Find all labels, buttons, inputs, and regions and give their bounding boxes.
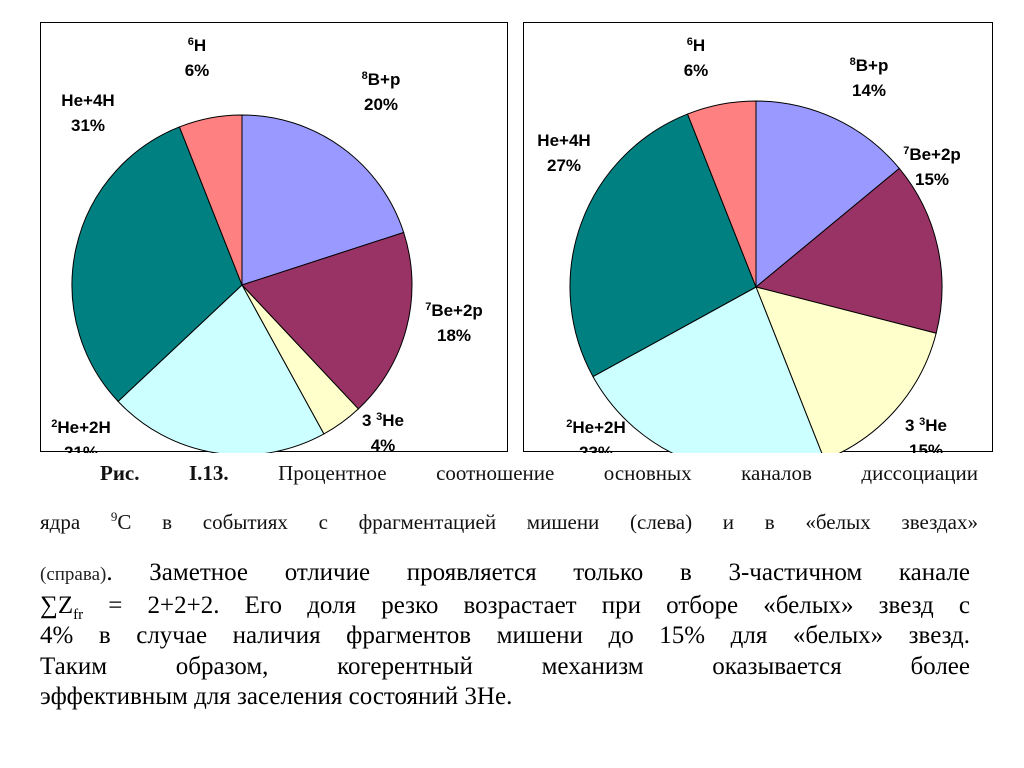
figure-label: Рис. I.13. (100, 461, 229, 485)
pie-left-slice-6h (178, 114, 243, 286)
pie-chart-right-svg: 8B+p 14% 7Be+2p 15% 3 3He 15% 2He+2H 23% He+4H 27… (537, 36, 961, 453)
pie-left-label-6h: 6H 6% (185, 36, 210, 80)
body-line-2: ∑Zfr = 2+2+2. Его доля резко возрастает … (40, 591, 971, 623)
body-line-3: 4% в случае наличия фрагментов мишени до… (40, 622, 970, 649)
figure-caption-line-1: Рис. I.13. Процентное соотношение основн… (40, 461, 978, 486)
pie-left-slice-2he-2h (117, 284, 325, 453)
caption-text-2-post: С в событиях с фрагментацией мишени (сле… (117, 510, 978, 534)
pie-right-slice-7be-2p (754, 167, 943, 334)
pie-left-slice-7be-2p (241, 231, 413, 410)
body-paragraph: (справа). Заметное отличие проявляется т… (40, 558, 970, 713)
caption-tail: (справа) (40, 564, 107, 585)
body-line-2-text: = 2+2+2. Его доля резко возрастает при о… (108, 591, 971, 619)
pie-left-label-he-4h: He+4H 31% (61, 91, 114, 135)
pie-left-label-7be-2p: 7Be+2p 18% (425, 301, 483, 345)
pie-right-slice-2he-2h (592, 286, 823, 453)
pie-right-slice-8b-p (755, 100, 901, 289)
pie-left-label-2he-2h: 2He+2H 21% (51, 418, 111, 453)
caption-superscript: 9 (110, 509, 118, 524)
sum-subscript: fr (73, 606, 84, 623)
figure-caption-line-2: ядра 9С в событиях с фрагментацией мишен… (40, 510, 978, 535)
pie-right-label-3-3he: 3 3He 15% (905, 416, 947, 453)
caption-text-1: Процентное соотношение основных каналов … (278, 461, 979, 485)
pie-left-label-3-3he: 3 3He 4% (362, 411, 404, 453)
pie-right-slice-6h (686, 100, 757, 288)
pie-right-label-2he-2h: 2He+2H 23% (566, 418, 626, 453)
pie-left-slice-he-4h (71, 126, 243, 403)
body-line-1-text: . Заметное отличие проявляется только в … (106, 559, 970, 586)
body-line-1: (справа). Заметное отличие проявляется т… (40, 558, 970, 591)
caption-text-2-pre: ядра (40, 510, 81, 534)
pie-chart-left: 8B+p 20% 7Be+2p 18% 3 3He 4% 2He+2H 21% He+4H 31%… (40, 22, 508, 453)
pie-right-slice-3-3he (755, 286, 937, 453)
pie-right-label-he-4h: He+4H 27% (537, 131, 590, 175)
body-line-5: эффективным для заселения состояний 3He. (40, 683, 513, 710)
pie-right-label-8b-p: 8B+p 14% (850, 56, 889, 100)
pie-chart-right: 8B+p 14% 7Be+2p 15% 3 3He 15% 2He+2H 23% He+4H 27… (523, 22, 993, 453)
pie-right-label-7be-2p: 7Be+2p 15% (903, 145, 961, 189)
pie-right-label-6h: 6H 6% (684, 36, 709, 80)
sum-symbol: ∑Z (40, 591, 74, 619)
body-line-4: Таким образом, когерентный механизм оказ… (40, 652, 970, 680)
pie-right-slice-he-4h (569, 113, 757, 378)
pie-left-slice-8b-p (241, 114, 405, 286)
pie-chart-left-svg: 8B+p 20% 7Be+2p 18% 3 3He 4% 2He+2H 21% He+4H 31%… (51, 36, 483, 453)
pie-left-label-8b-p: 8B+p 20% (362, 70, 401, 114)
